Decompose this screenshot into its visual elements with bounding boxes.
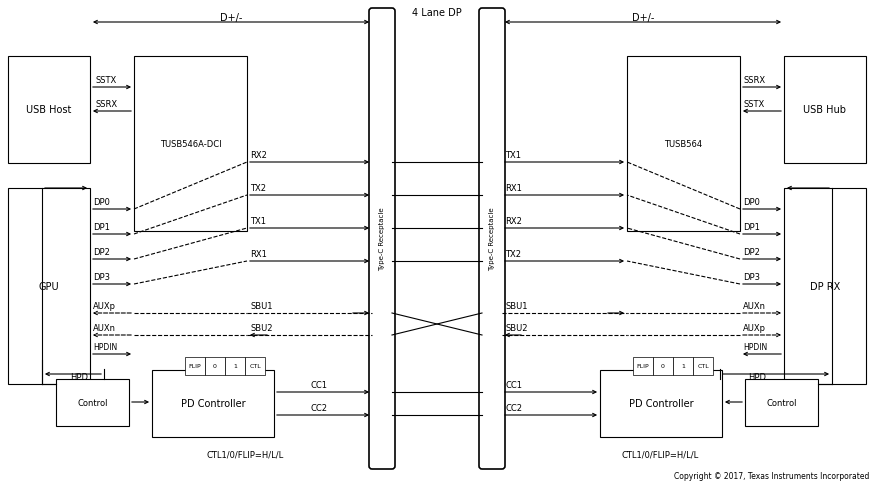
Text: DP3: DP3 — [93, 273, 110, 282]
Text: 1: 1 — [681, 364, 685, 369]
Text: SBU2: SBU2 — [250, 324, 273, 333]
Text: CTL: CTL — [249, 364, 260, 369]
Bar — [784, 189, 866, 384]
Bar — [633, 357, 653, 375]
Text: RX2: RX2 — [250, 151, 267, 160]
Text: DP0: DP0 — [743, 198, 760, 207]
Text: Control: Control — [77, 398, 108, 407]
Text: 4 Lane DP: 4 Lane DP — [413, 8, 461, 18]
Text: CC1: CC1 — [310, 381, 327, 390]
Text: GPU: GPU — [38, 282, 59, 291]
Text: AUXn: AUXn — [743, 302, 766, 311]
Text: PD Controller: PD Controller — [181, 399, 246, 408]
Text: HPDIN: HPDIN — [743, 343, 767, 352]
Text: USB Hub: USB Hub — [803, 105, 847, 115]
Text: SBU1: SBU1 — [505, 302, 528, 311]
Bar — [673, 357, 693, 375]
Text: AUXp: AUXp — [93, 302, 116, 311]
Text: SSTX: SSTX — [743, 101, 764, 109]
Text: Copyright © 2017, Texas Instruments Incorporated: Copyright © 2017, Texas Instruments Inco… — [674, 471, 869, 480]
Bar — [8, 189, 90, 384]
Text: DP0: DP0 — [93, 198, 110, 207]
Text: CTL: CTL — [697, 364, 709, 369]
Text: SBU1: SBU1 — [250, 302, 273, 311]
Text: 0: 0 — [213, 364, 217, 369]
FancyBboxPatch shape — [369, 9, 395, 469]
Text: SSRX: SSRX — [743, 76, 765, 85]
Text: DP RX: DP RX — [810, 282, 840, 291]
Text: 0: 0 — [661, 364, 665, 369]
Text: CC2: CC2 — [310, 404, 327, 413]
Text: FLIP: FLIP — [636, 364, 649, 369]
Text: DP2: DP2 — [743, 248, 760, 257]
Text: TX2: TX2 — [250, 184, 266, 193]
Text: CTL1/0/FLIP=H/L/L: CTL1/0/FLIP=H/L/L — [206, 449, 284, 459]
Text: CC1: CC1 — [505, 381, 522, 390]
Text: TX1: TX1 — [505, 151, 521, 160]
Bar — [185, 357, 205, 375]
Bar — [745, 379, 818, 426]
Text: AUXn: AUXn — [93, 324, 116, 333]
Text: HPD: HPD — [70, 373, 88, 382]
Bar — [8, 57, 90, 163]
Text: CC2: CC2 — [505, 404, 522, 413]
Text: TUSB564: TUSB564 — [664, 140, 703, 149]
Bar — [600, 370, 722, 437]
Text: AUXp: AUXp — [743, 324, 766, 333]
Text: SBU2: SBU2 — [505, 324, 528, 333]
Bar — [225, 357, 245, 375]
Text: SSRX: SSRX — [95, 101, 117, 109]
Text: TUSB546A-DCI: TUSB546A-DCI — [160, 140, 221, 149]
Text: DP1: DP1 — [93, 223, 110, 232]
Text: FLIP: FLIP — [189, 364, 201, 369]
Text: RX1: RX1 — [505, 184, 522, 193]
Text: Control: Control — [766, 398, 797, 407]
Text: HPDIN: HPDIN — [93, 343, 117, 352]
Text: SSTX: SSTX — [95, 76, 116, 85]
Bar — [693, 357, 713, 375]
Text: D+/-: D+/- — [220, 13, 242, 23]
Text: D+/-: D+/- — [632, 13, 654, 23]
Text: TX1: TX1 — [250, 217, 266, 226]
Text: 1: 1 — [233, 364, 237, 369]
Bar — [56, 379, 129, 426]
Text: CTL1/0/FLIP=H/L/L: CTL1/0/FLIP=H/L/L — [621, 449, 698, 459]
Text: USB Host: USB Host — [26, 105, 72, 115]
Bar — [245, 357, 265, 375]
FancyBboxPatch shape — [479, 9, 505, 469]
Text: Type-C Receptacle: Type-C Receptacle — [379, 207, 385, 271]
Text: DP1: DP1 — [743, 223, 760, 232]
Bar — [152, 370, 274, 437]
Text: Type-C Receptacle: Type-C Receptacle — [489, 207, 495, 271]
Bar — [653, 357, 673, 375]
Text: PD Controller: PD Controller — [628, 399, 693, 408]
Bar — [627, 57, 740, 231]
Text: TX2: TX2 — [505, 250, 521, 259]
Bar — [205, 357, 225, 375]
Text: DP2: DP2 — [93, 248, 110, 257]
Text: RX1: RX1 — [250, 250, 267, 259]
Text: DP3: DP3 — [743, 273, 760, 282]
Text: RX2: RX2 — [505, 217, 522, 226]
Bar — [784, 57, 866, 163]
Text: HPD: HPD — [748, 373, 766, 382]
Bar — [134, 57, 247, 231]
